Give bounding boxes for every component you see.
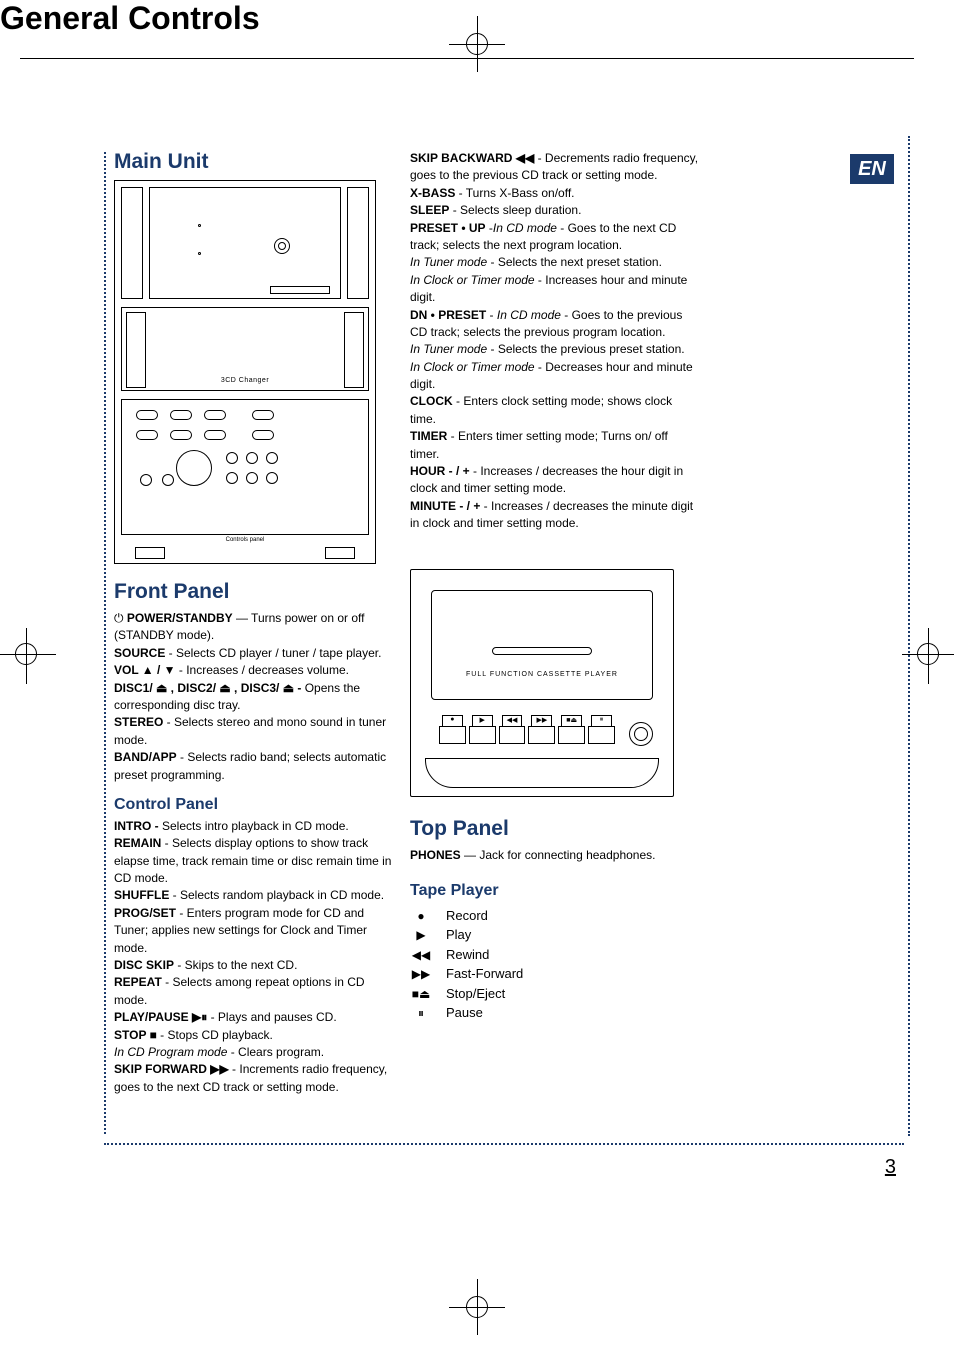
- tape-row-record: ● Record: [410, 906, 700, 926]
- hour-label: HOUR - / +: [410, 464, 470, 478]
- skipfwd-label: SKIP FORWARD ▶▶: [114, 1062, 229, 1076]
- clock-label: CLOCK: [410, 394, 453, 408]
- page-number: 3: [885, 1156, 896, 1179]
- tape-row-rewind: ◀◀ Rewind: [410, 945, 700, 965]
- cassette-illustration: FULL FUNCTION CASSETTE PLAYER ● ▶ ◀◀ ▶▶ …: [410, 569, 674, 797]
- stereo-label: STEREO: [114, 715, 163, 729]
- page: General Controls EN Main Unit 3CD Change…: [0, 0, 954, 1351]
- header-rule: [20, 58, 914, 59]
- main-unit-heading: Main Unit: [114, 150, 400, 174]
- record-icon: ●: [410, 907, 432, 925]
- cassette-label: FULL FUNCTION CASSETTE PLAYER: [432, 671, 652, 678]
- front-panel-heading: Front Panel: [114, 580, 400, 604]
- disc-label: DISC1/ ⏏ , DISC2/ ⏏ , DISC3/ ⏏ -: [114, 681, 301, 695]
- band-label: BAND/APP: [114, 750, 177, 764]
- sleep-label: SLEEP: [410, 203, 449, 217]
- footer-dotted-line: [104, 1143, 904, 1145]
- pause-icon: ⏸: [410, 1004, 432, 1022]
- register-mark-left: [8, 636, 44, 672]
- cd-changer-label: 3CD Changer: [122, 377, 368, 384]
- top-panel-body: PHONES — Jack for connecting headphones.: [410, 847, 700, 864]
- tape-row-ff: ▶▶ Fast-Forward: [410, 964, 700, 984]
- control-panel-body: INTRO - Selects intro playback in CD mod…: [114, 818, 400, 1096]
- presetup-label: PRESET • UP: [410, 221, 486, 235]
- left-dotted-border-2: [104, 152, 106, 1134]
- shuffle-label: SHUFFLE: [114, 888, 169, 902]
- power-label: POWER/STANDBY: [127, 611, 233, 625]
- rewind-icon: ◀◀: [410, 946, 432, 964]
- right-body-top: SKIP BACKWARD ◀◀ - Decrements radio freq…: [410, 150, 700, 533]
- tape-row-pause: ⏸ Pause: [410, 1003, 700, 1023]
- repeat-label: REPEAT: [114, 975, 162, 989]
- tape-player-list: ● Record ▶ Play ◀◀ Rewind ▶▶ Fast-Forwar…: [410, 906, 700, 1023]
- stop-label: STOP ■: [114, 1028, 157, 1042]
- intro-label: INTRO -: [114, 819, 159, 833]
- language-badge: EN: [850, 154, 894, 184]
- playpause-label: PLAY/PAUSE ▶⏸: [114, 1010, 207, 1024]
- right-dotted-border: [898, 136, 910, 1136]
- left-column: Main Unit 3CD Changer: [114, 150, 400, 1096]
- fast-forward-icon: ▶▶: [410, 965, 432, 983]
- xbass-label: X-BASS: [410, 186, 455, 200]
- controls-panel-label: Controls panel: [115, 537, 375, 543]
- top-panel-heading: Top Panel: [410, 817, 700, 841]
- tape-player-heading: Tape Player: [410, 882, 700, 900]
- source-label: SOURCE: [114, 646, 165, 660]
- discskip-label: DISC SKIP: [114, 958, 174, 972]
- tape-row-stop: ■⏏ Stop/Eject: [410, 984, 700, 1004]
- stop-note-italic: In CD Program mode: [114, 1045, 227, 1059]
- minute-label: MINUTE - / +: [410, 499, 480, 513]
- vol-label: VOL ▲ / ▼: [114, 663, 176, 677]
- register-mark-right: [910, 636, 946, 672]
- right-column: SKIP BACKWARD ◀◀ - Decrements radio freq…: [410, 150, 700, 1023]
- tape-row-play: ▶ Play: [410, 925, 700, 945]
- register-mark-bottom: [457, 1287, 497, 1327]
- progset-label: PROG/SET: [114, 906, 176, 920]
- dnpreset-label: DN • PRESET: [410, 308, 486, 322]
- timer-label: TIMER: [410, 429, 447, 443]
- control-panel-heading: Control Panel: [114, 796, 400, 814]
- phones-jack-icon: [629, 722, 653, 746]
- power-icon: ⏻: [114, 611, 127, 625]
- phones-label: PHONES: [410, 848, 461, 862]
- main-unit-illustration: 3CD Changer: [114, 180, 376, 564]
- front-panel-body: ⏻ POWER/STANDBY — Turns power on or off …: [114, 610, 400, 784]
- stop-eject-icon: ■⏏: [410, 985, 432, 1003]
- remain-label: REMAIN: [114, 836, 161, 850]
- skipback-label: SKIP BACKWARD ◀◀: [410, 151, 534, 165]
- play-icon: ▶: [410, 926, 432, 944]
